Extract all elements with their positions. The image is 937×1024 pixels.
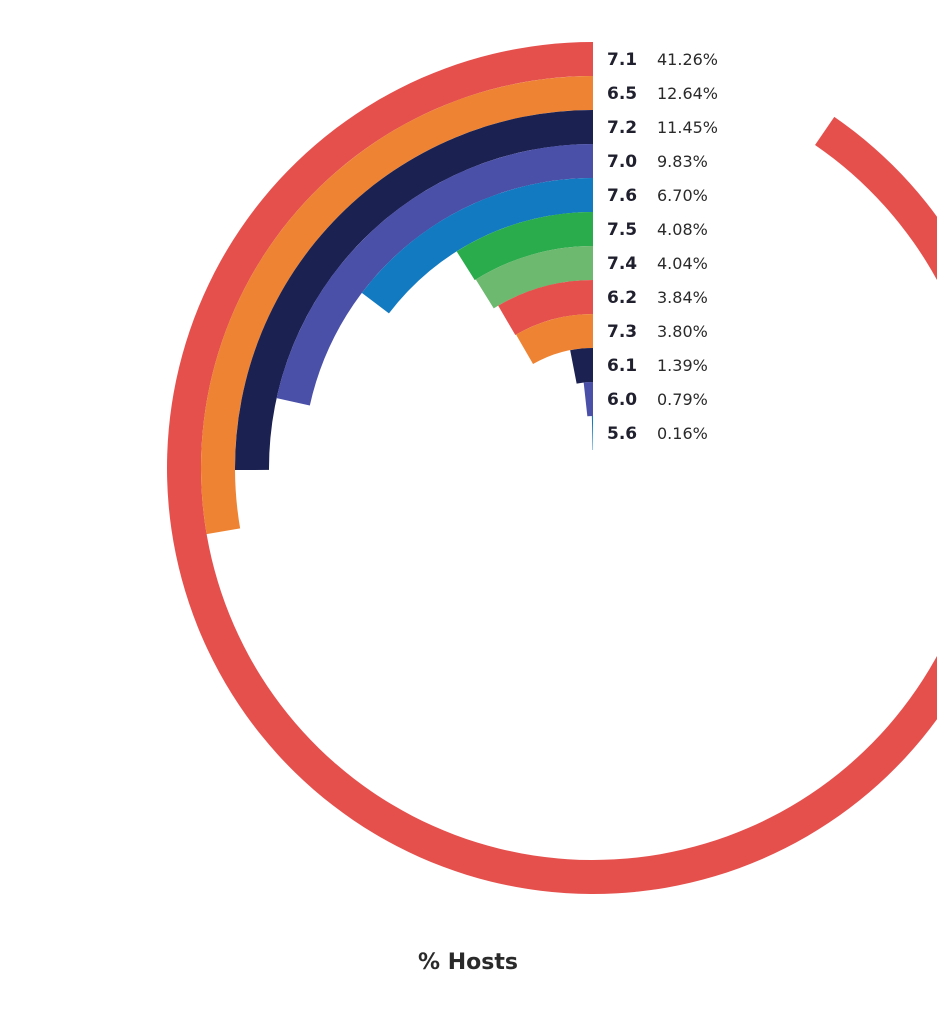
- series-value-label: 6.70%: [657, 186, 708, 205]
- series-label: 7.3: [607, 322, 637, 342]
- series-value-label: 3.80%: [657, 322, 708, 341]
- series-label: 7.6: [607, 186, 637, 206]
- arc-bar-7-5: [456, 212, 593, 281]
- arc-bar-7-2: [234, 110, 593, 471]
- series-value-label: 3.84%: [657, 288, 708, 307]
- series-label: 7.1: [607, 50, 637, 70]
- series-value-label: 1.39%: [657, 356, 708, 375]
- arc-bar-6-5: [201, 76, 593, 535]
- series-value-label: 0.79%: [657, 390, 708, 409]
- arc-bar-6-0: [583, 382, 593, 417]
- series-value-label: 41.26%: [657, 50, 718, 69]
- arc-bar-7-3: [516, 314, 593, 365]
- series-label: 7.5: [607, 220, 637, 240]
- legend-labels-group: 7.1 41.26% 6.5 12.64% 7.2 11.45% 7.0 9.83% 7.6 6.…: [607, 50, 718, 444]
- series-value-label: 11.45%: [657, 118, 718, 137]
- series-value-label: 12.64%: [657, 84, 718, 103]
- arc-series-group: [167, 42, 937, 894]
- arc-bar-6-2: [498, 280, 593, 336]
- arc-bar-5-6: [591, 416, 593, 451]
- series-label: 7.0: [607, 152, 637, 172]
- series-label: 7.4: [607, 254, 637, 274]
- series-label: 7.2: [607, 118, 637, 138]
- arc-bar-6-1: [570, 348, 593, 384]
- series-label: 6.0: [607, 390, 637, 410]
- series-value-label: 9.83%: [657, 152, 708, 171]
- series-value-label: 0.16%: [657, 424, 708, 443]
- series-value-label: 4.04%: [657, 254, 708, 273]
- arc-bar-7-6: [361, 178, 593, 314]
- arc-bar-7-4: [475, 246, 593, 309]
- series-label: 6.5: [607, 84, 637, 104]
- axis-title: % Hosts: [418, 950, 518, 975]
- arc-bar-7-0: [276, 144, 593, 406]
- series-value-label: 4.08%: [657, 220, 708, 239]
- series-label: 6.1: [607, 356, 637, 376]
- series-label: 6.2: [607, 288, 637, 308]
- series-label: 5.6: [607, 424, 637, 444]
